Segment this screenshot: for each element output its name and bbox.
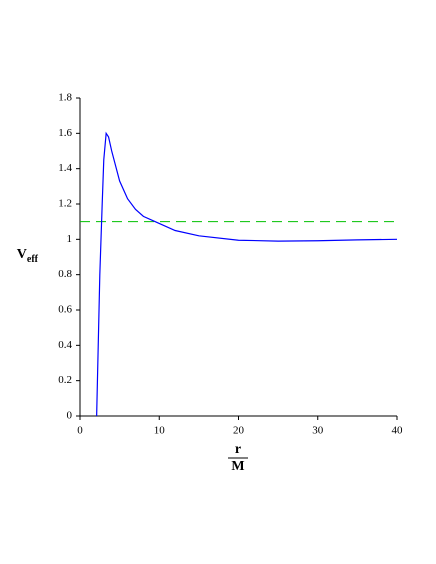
x-tick-label: 20 (233, 425, 245, 437)
curve (96, 131, 398, 417)
y-label-main: V (17, 247, 27, 262)
y-tick-label: 0.4 (58, 339, 72, 351)
x-tick-label: 10 (154, 425, 166, 437)
x-tick-label: 40 (392, 425, 404, 437)
y-axis-label: Veff (17, 247, 39, 265)
y-tick-label: 0.8 (58, 268, 72, 280)
y-tick-label: 1.6 (58, 127, 72, 139)
y-tick-label: 0 (67, 410, 73, 422)
x-tick-label: 0 (77, 425, 83, 437)
y-tick-label: 1.2 (58, 198, 72, 210)
x-tick-label: 30 (312, 425, 324, 437)
x-label-denominator: M (231, 459, 244, 474)
y-tick-label: 1.4 (58, 162, 72, 174)
x-label-numerator: r (235, 442, 241, 457)
y-tick-label: 1 (67, 233, 73, 245)
y-tick-label: 0.6 (58, 304, 72, 316)
y-tick-label: 0.2 (58, 374, 72, 386)
y-label-sub: eff (27, 254, 39, 265)
y-tick-label: 1.8 (58, 92, 72, 104)
